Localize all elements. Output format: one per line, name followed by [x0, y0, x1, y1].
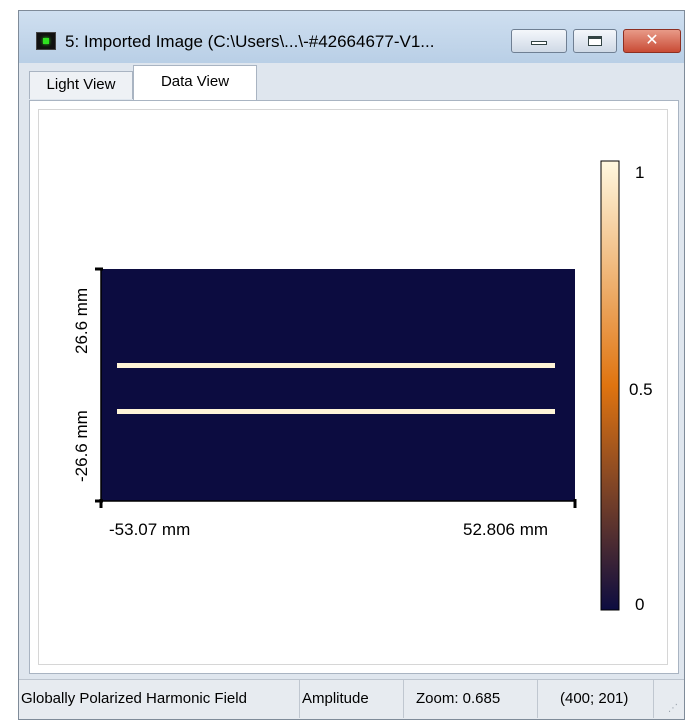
status-coordinates: (400; 201) [538, 680, 654, 718]
title-bar[interactable]: 5: Imported Image (C:\Users\...\-#426646… [19, 11, 684, 63]
maximize-icon [588, 36, 602, 46]
close-button[interactable]: ✕ [623, 29, 681, 53]
bright-line-upper [117, 363, 555, 368]
y-label-top: 26.6 mm [72, 288, 91, 354]
tab-light-view[interactable]: Light View [29, 71, 133, 99]
resize-grip-icon[interactable]: ⋰ [668, 703, 678, 714]
colorbar-tick-min: 0 [635, 595, 644, 614]
bright-line-lower [117, 409, 555, 414]
data-view-plot: 26.6 mm -26.6 mm -53.07 mm 52.806 mm 1 0… [72, 160, 653, 614]
minimize-button[interactable] [511, 29, 567, 53]
status-bar: Globally Polarized Harmonic Field Amplit… [19, 679, 684, 719]
colorbar-tick-mid: 0.5 [629, 380, 653, 399]
x-label-right: 52.806 mm [463, 520, 548, 539]
app-icon [36, 32, 56, 50]
y-label-bottom: -26.6 mm [72, 410, 91, 482]
document-window: 5: Imported Image (C:\Users\...\-#426646… [18, 10, 685, 720]
minimize-icon [531, 41, 547, 45]
status-quantity[interactable]: Amplitude [300, 680, 404, 718]
plot-area: 26.6 mm -26.6 mm -53.07 mm 52.806 mm 1 0… [38, 109, 668, 665]
status-zoom[interactable]: Zoom: 0.685 [404, 680, 538, 718]
field-image[interactable] [101, 269, 575, 501]
close-icon: ✕ [645, 32, 659, 49]
tab-data-view[interactable]: Data View [133, 65, 257, 101]
colorbar [600, 160, 620, 611]
x-label-left: -53.07 mm [109, 520, 190, 539]
data-view-panel: 26.6 mm -26.6 mm -53.07 mm 52.806 mm 1 0… [29, 100, 679, 674]
status-field-type[interactable]: Globally Polarized Harmonic Field [19, 680, 300, 718]
maximize-button[interactable] [573, 29, 617, 53]
window-title: 5: Imported Image (C:\Users\...\-#426646… [65, 32, 435, 51]
colorbar-tick-max: 1 [635, 163, 644, 182]
